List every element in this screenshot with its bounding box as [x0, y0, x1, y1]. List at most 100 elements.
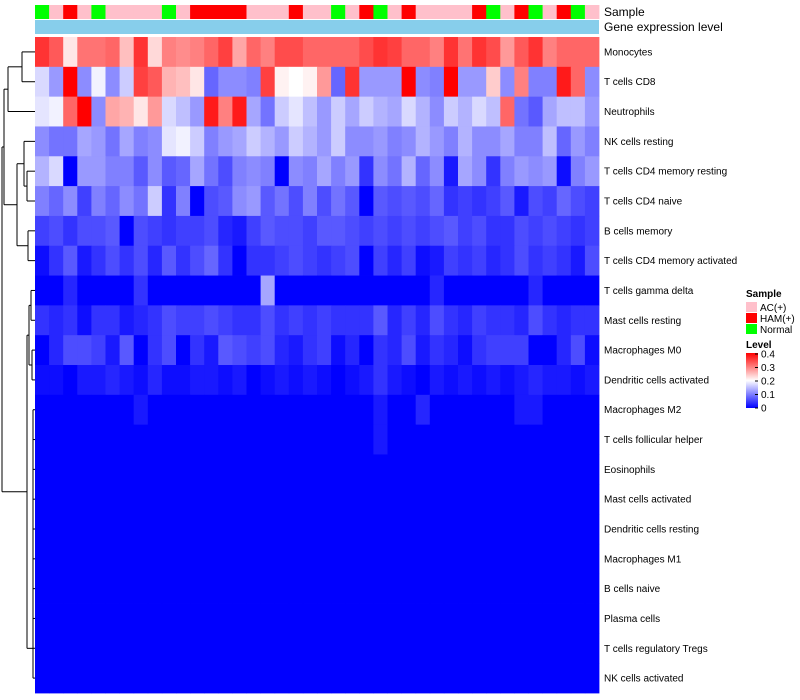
heatmap-cell [556, 543, 572, 575]
heatmap-cell [317, 156, 332, 187]
heatmap-cell [161, 663, 177, 694]
row-label: Neutrophils [604, 107, 655, 118]
heatmap-cell [401, 305, 417, 336]
heatmap-cell [176, 305, 191, 336]
heatmap-cell [542, 215, 558, 247]
heatmap-cell [359, 633, 374, 664]
row-label: T cells follicular helper [604, 435, 703, 446]
heatmap-cell [443, 394, 459, 426]
heatmap-cell [288, 215, 304, 247]
heatmap-cell [458, 633, 473, 664]
heatmap-cell [556, 484, 572, 515]
heatmap-cell [35, 573, 50, 604]
heatmap-cell [35, 245, 50, 276]
heatmap-cell [429, 66, 445, 98]
heatmap-cell [260, 543, 276, 575]
heatmap-cell [218, 66, 233, 98]
heatmap-cell [91, 126, 106, 157]
heatmap-cell [147, 156, 163, 187]
heatmap-cell [528, 514, 543, 545]
heatmap-cell [260, 215, 276, 247]
heatmap-cell [288, 305, 304, 336]
heatmap-cell [105, 543, 120, 575]
heatmap-cell [288, 186, 304, 217]
heatmap-cell [274, 215, 290, 247]
heatmap-cell [415, 66, 431, 98]
heatmap-cell [232, 573, 247, 604]
heatmap-cell [232, 663, 247, 694]
heatmap-cell [133, 603, 149, 634]
heatmap-cell [458, 275, 473, 306]
heatmap-cell [387, 335, 402, 366]
heatmap-cell [274, 365, 290, 396]
heatmap-cell [49, 37, 64, 68]
heatmap-cell [77, 245, 92, 276]
heatmap-cell [133, 543, 149, 575]
heatmap-cell [387, 275, 402, 306]
heatmap-cell [345, 454, 360, 485]
heatmap-cell [387, 573, 402, 604]
heatmap-cell [570, 275, 586, 306]
heatmap-cell [260, 245, 276, 276]
heatmap-cell [401, 633, 417, 664]
heatmap-cell [246, 66, 261, 98]
heatmap-cell [584, 186, 600, 217]
heatmap-cell [260, 126, 276, 157]
heatmap-cell [119, 424, 135, 455]
heatmap-cell [458, 96, 473, 127]
heatmap-cell [317, 365, 332, 396]
heatmap-cell [105, 215, 120, 247]
heatmap-cell [486, 156, 501, 187]
heatmap-cell [77, 663, 92, 694]
heatmap-cell [458, 186, 473, 217]
heatmap-cell [176, 156, 191, 187]
heatmap-cell [133, 484, 149, 515]
heatmap-cell [274, 484, 290, 515]
heatmap-cell [260, 335, 276, 366]
heatmap-cell [260, 394, 276, 426]
heatmap-cell [91, 394, 106, 426]
heatmap-cell [133, 514, 149, 545]
heatmap-cell [317, 663, 332, 694]
heatmap-cell [514, 186, 529, 217]
heatmap-cell [302, 126, 318, 157]
heatmap-cell [232, 275, 247, 306]
heatmap-cell [204, 305, 219, 336]
heatmap-cell [260, 305, 276, 336]
heatmap-cell [317, 573, 332, 604]
heatmap-cell [570, 126, 586, 157]
heatmap-cell [331, 215, 346, 247]
heatmap-cell [204, 186, 219, 217]
heatmap-cell [49, 335, 64, 366]
legend-level-tick-label: 0.2 [761, 377, 775, 388]
heatmap-cell [556, 66, 572, 98]
heatmap-cell [161, 305, 177, 336]
heatmap-cell [161, 245, 177, 276]
heatmap-cell [105, 365, 120, 396]
heatmap-cell [49, 305, 64, 336]
heatmap-cell [246, 156, 261, 187]
heatmap-cell [218, 126, 233, 157]
heatmap-cell [49, 96, 64, 127]
heatmap-cell [232, 454, 247, 485]
sample-annotation-cell [387, 5, 402, 19]
heatmap-cell [345, 126, 360, 157]
heatmap-cell [415, 514, 431, 545]
heatmap-cell [429, 633, 445, 664]
heatmap-cell [401, 484, 417, 515]
heatmap-cell [77, 543, 92, 575]
heatmap-cell [288, 603, 304, 634]
heatmap-cell [49, 454, 64, 485]
heatmap-cell [345, 394, 360, 426]
heatmap-cell [415, 663, 431, 694]
heatmap-cell [415, 573, 431, 604]
sample-annotation-cell [119, 5, 135, 19]
sample-annotation-cell [514, 5, 529, 19]
heatmap-cell [119, 573, 135, 604]
heatmap-cell [161, 365, 177, 396]
heatmap-cell [542, 275, 558, 306]
heatmap-cell [570, 66, 586, 98]
heatmap-cell [443, 215, 459, 247]
heatmap-cell [486, 96, 501, 127]
heatmap-cell [133, 424, 149, 455]
